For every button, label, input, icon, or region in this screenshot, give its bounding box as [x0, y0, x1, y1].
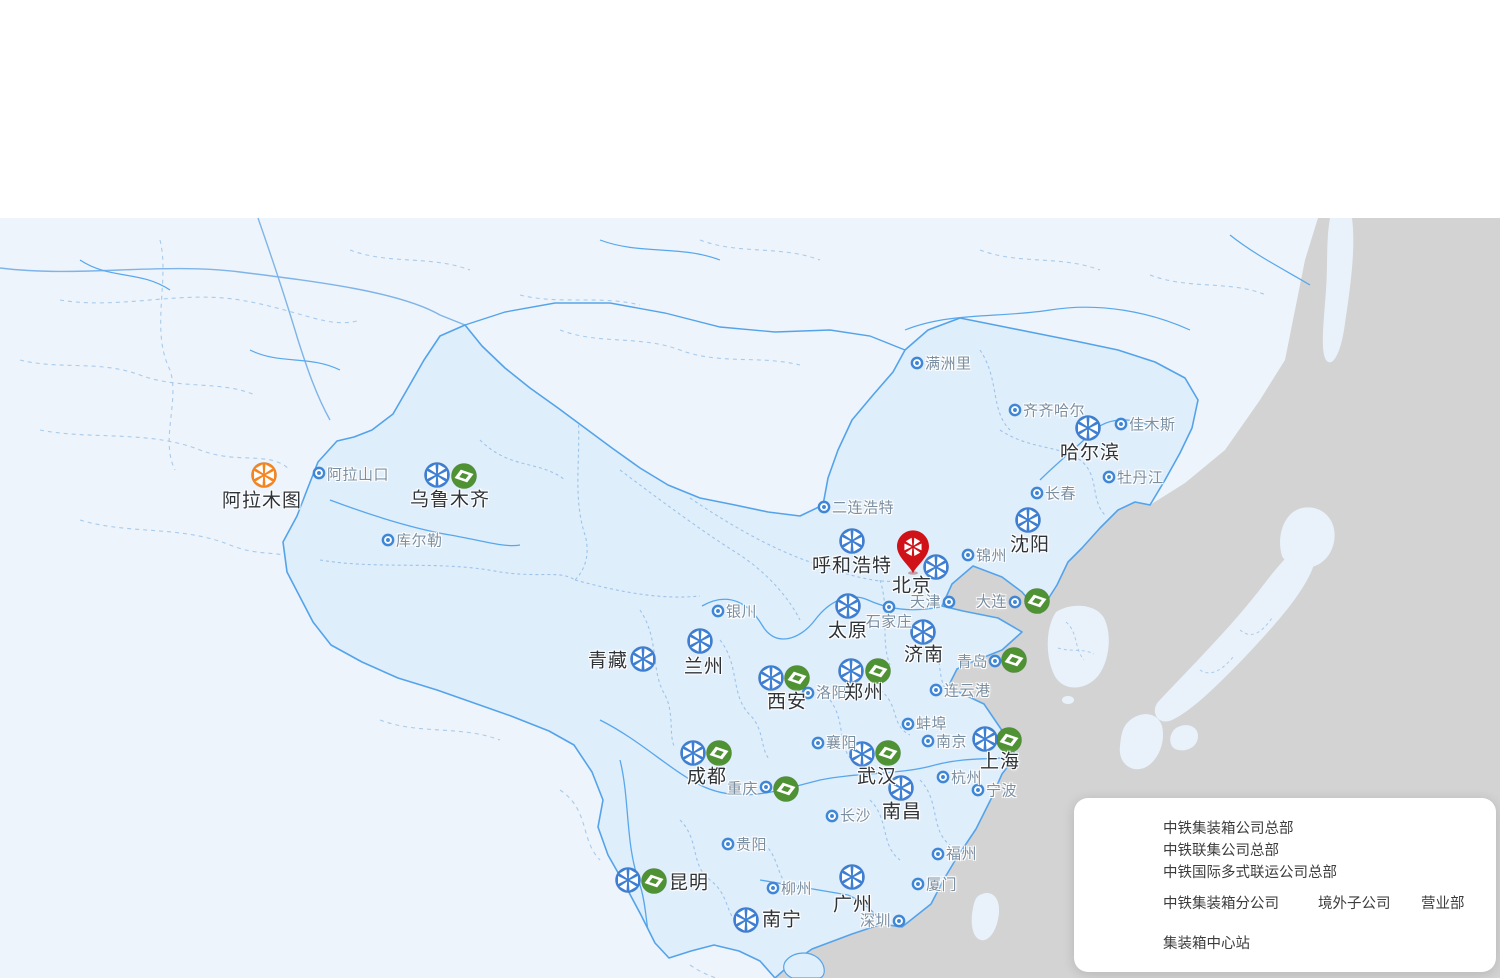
business-office-marker-长春[interactable] — [1030, 486, 1044, 500]
legend-panel — [1074, 798, 1496, 972]
legend-hq-line-3: 中铁国际多式联运公司总部 — [1163, 865, 1337, 881]
container-station-marker-昆明[interactable] — [640, 867, 668, 895]
business-office-marker-厦门[interactable] — [911, 877, 925, 891]
hq-pin-marker-北京[interactable] — [895, 529, 931, 575]
business-office-marker-深圳[interactable] — [892, 914, 906, 928]
branch-company-marker-南昌[interactable] — [887, 774, 915, 802]
legend-hq-line-2: 中铁联集公司总部 — [1163, 843, 1279, 859]
branch-company-marker-兰州[interactable] — [686, 627, 714, 655]
container-station-marker-西安[interactable] — [783, 664, 811, 692]
business-office-marker-福州[interactable] — [931, 847, 945, 861]
container-station-marker-武汉[interactable] — [874, 739, 902, 767]
branch-company-marker-南宁[interactable] — [732, 906, 760, 934]
branch-company-marker-哈尔滨[interactable] — [1074, 414, 1102, 442]
business-office-marker-牡丹江[interactable] — [1102, 470, 1116, 484]
legend-branch-label: 中铁集装箱分公司 — [1163, 896, 1279, 912]
branch-company-marker-呼和浩特[interactable] — [838, 527, 866, 555]
business-office-marker-石家庄[interactable] — [882, 600, 896, 614]
business-office-marker-阿拉山口[interactable] — [312, 466, 326, 480]
business-office-marker-南京[interactable] — [921, 734, 935, 748]
business-office-marker-青岛[interactable] — [988, 654, 1002, 668]
branch-company-marker-昆明[interactable] — [614, 866, 642, 894]
business-office-marker-库尔勒[interactable] — [381, 533, 395, 547]
legend-overseas-label: 境外子公司 — [1318, 896, 1391, 912]
business-office-marker-蚌埠[interactable] — [901, 717, 915, 731]
branch-company-marker-西安[interactable] — [757, 664, 785, 692]
business-office-marker-银川[interactable] — [711, 604, 725, 618]
container-station-marker-乌鲁木齐[interactable] — [450, 462, 478, 490]
business-office-marker-长沙[interactable] — [825, 809, 839, 823]
business-office-marker-柳州[interactable] — [766, 881, 780, 895]
business-office-marker-锦州[interactable] — [961, 548, 975, 562]
container-station-marker-上海[interactable] — [995, 726, 1023, 754]
business-office-marker-宁波[interactable] — [971, 783, 985, 797]
branch-company-marker-北京[interactable] — [922, 553, 950, 581]
legend-station-label: 集装箱中心站 — [1163, 936, 1250, 952]
container-station-marker-重庆[interactable] — [772, 775, 800, 803]
business-office-marker-襄阳[interactable] — [811, 736, 825, 750]
branch-company-marker-青藏[interactable] — [629, 645, 657, 673]
branch-company-marker-上海[interactable] — [971, 725, 999, 753]
branch-company-marker-太原[interactable] — [834, 592, 862, 620]
business-office-marker-贵阳[interactable] — [721, 837, 735, 851]
branch-company-marker-武汉[interactable] — [848, 740, 876, 768]
business-office-marker-大连[interactable] — [1008, 595, 1022, 609]
branch-company-marker-沈阳[interactable] — [1014, 506, 1042, 534]
business-office-marker-二连浩特[interactable] — [817, 500, 831, 514]
business-office-marker-满洲里[interactable] — [910, 356, 924, 370]
overseas-subsidiary-marker-阿拉木图[interactable] — [250, 461, 278, 489]
branch-company-marker-济南[interactable] — [909, 618, 937, 646]
container-station-marker-成都[interactable] — [705, 739, 733, 767]
branch-company-marker-乌鲁木齐[interactable] — [423, 461, 451, 489]
legend-hq-line-1: 中铁集装箱公司总部 — [1163, 821, 1294, 837]
container-station-marker-郑州[interactable] — [864, 657, 892, 685]
branch-company-marker-郑州[interactable] — [837, 657, 865, 685]
container-station-marker-大连[interactable] — [1023, 587, 1051, 615]
legend-hq-labels: 中铁集装箱公司总部 中铁联集公司总部 中铁国际多式联运公司总部 — [1163, 818, 1337, 884]
business-office-marker-洛阳[interactable] — [801, 686, 815, 700]
branch-company-marker-广州[interactable] — [838, 863, 866, 891]
container-station-marker-青岛[interactable] — [1000, 646, 1028, 674]
business-office-marker-重庆[interactable] — [759, 780, 773, 794]
legend-office-label: 营业部 — [1421, 896, 1465, 912]
business-office-marker-齐齐哈尔[interactable] — [1008, 403, 1022, 417]
business-office-marker-天津[interactable] — [942, 595, 956, 609]
business-office-marker-连云港[interactable] — [929, 683, 943, 697]
business-office-marker-佳木斯[interactable] — [1114, 417, 1128, 431]
branch-company-marker-成都[interactable] — [679, 739, 707, 767]
business-office-marker-杭州[interactable] — [936, 770, 950, 784]
